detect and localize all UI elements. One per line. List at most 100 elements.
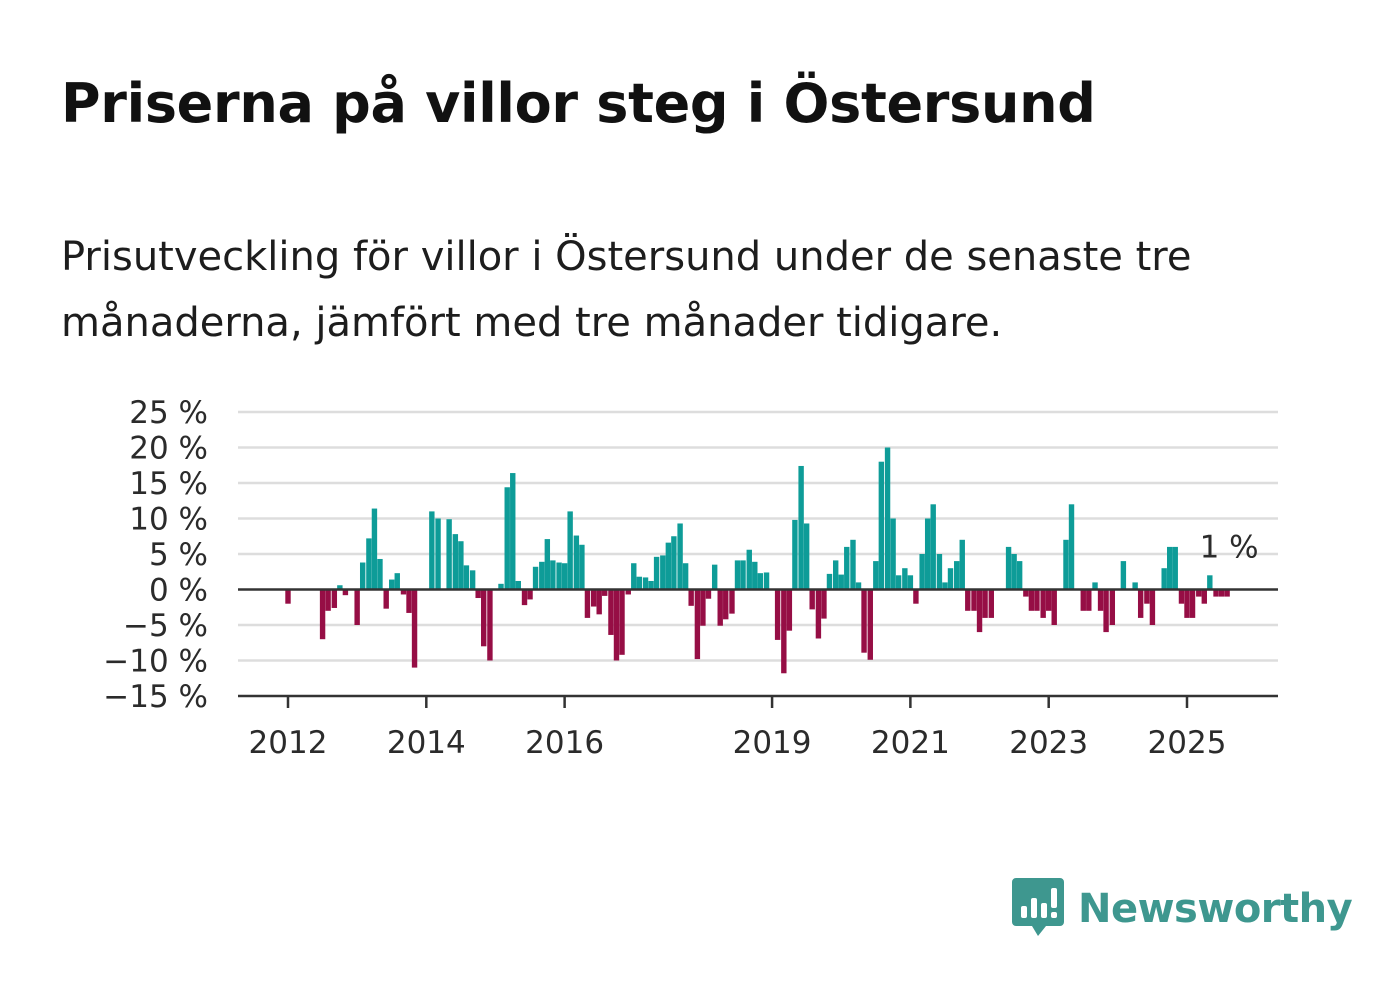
bar xyxy=(394,573,400,590)
bar xyxy=(740,560,746,590)
bar xyxy=(757,573,764,590)
bar xyxy=(602,589,608,596)
latest-value-annotation: 1 % xyxy=(1200,529,1259,565)
y-tick-label: −15 % xyxy=(103,679,208,715)
bar xyxy=(1051,589,1057,625)
bars xyxy=(285,447,1230,674)
y-tick-label: 5 % xyxy=(149,537,208,573)
y-tick-label: −10 % xyxy=(103,644,208,680)
chart-title: Priserna på villor steg i Östersund xyxy=(61,72,1096,135)
bar xyxy=(556,562,562,590)
bar xyxy=(1034,589,1040,611)
bar xyxy=(631,563,637,590)
bar xyxy=(1092,582,1098,590)
bar xyxy=(371,508,378,590)
bar xyxy=(319,589,326,640)
x-tick-label: 2016 xyxy=(525,725,604,761)
bar xyxy=(400,589,407,595)
bar xyxy=(1097,589,1104,611)
bar xyxy=(567,511,573,590)
bar xyxy=(844,546,850,590)
bar xyxy=(458,541,464,590)
bar xyxy=(838,574,844,590)
bar xyxy=(1149,589,1156,625)
bar xyxy=(688,589,694,606)
bar xyxy=(1103,589,1109,633)
bar xyxy=(809,589,815,610)
y-tick-label: 0 % xyxy=(149,573,208,609)
bar xyxy=(619,589,625,655)
chart-subtitle: Prisutveckling för villor i Östersund un… xyxy=(61,234,1192,346)
x-tick-label: 2019 xyxy=(733,725,812,761)
bar xyxy=(746,549,752,590)
bar xyxy=(354,589,360,625)
bar xyxy=(653,556,660,590)
bar xyxy=(878,461,885,590)
bar xyxy=(717,589,723,626)
x-tick-label: 2014 xyxy=(387,725,466,761)
y-tick-label: 20 % xyxy=(129,431,208,467)
x-tick-label: 2023 xyxy=(1009,725,1088,761)
bar xyxy=(1023,589,1029,597)
bar xyxy=(463,565,470,590)
bar xyxy=(786,589,793,631)
bar xyxy=(648,580,654,590)
bar xyxy=(671,536,677,590)
bar xyxy=(902,568,908,590)
bar xyxy=(971,589,977,611)
bar xyxy=(435,518,441,590)
bar xyxy=(792,519,798,590)
bar xyxy=(988,589,994,618)
y-tick-label: 25 % xyxy=(129,395,208,431)
bar xyxy=(1011,554,1017,590)
bar xyxy=(596,589,602,615)
tick-labels: 25 %20 %15 %10 %5 %0 %−5 %−10 %−15 % 2012… xyxy=(103,395,1258,761)
bar xyxy=(965,589,971,611)
bar xyxy=(532,566,539,590)
bar xyxy=(561,563,568,590)
bar xyxy=(487,589,493,661)
bar xyxy=(613,589,620,661)
newsworthy-logo[interactable]: Newsworthy xyxy=(1012,878,1353,940)
bar xyxy=(694,589,701,660)
bar xyxy=(1189,589,1196,618)
bar xyxy=(625,589,631,595)
bar xyxy=(584,589,591,618)
bar xyxy=(452,534,459,590)
bar xyxy=(729,589,735,614)
bar xyxy=(411,589,418,668)
bar xyxy=(665,542,672,590)
bar xyxy=(406,589,412,613)
bar xyxy=(337,585,343,590)
bar xyxy=(504,487,510,590)
x-tick-label: 2012 xyxy=(249,725,328,761)
bar xyxy=(1184,589,1190,618)
bar xyxy=(1167,546,1173,590)
bar xyxy=(1120,561,1127,590)
bar xyxy=(774,589,781,640)
bar xyxy=(1045,589,1052,611)
bar xyxy=(579,544,585,590)
bar xyxy=(1040,589,1046,618)
bar xyxy=(705,589,712,599)
bar xyxy=(947,568,954,590)
bar xyxy=(982,589,988,618)
bar xyxy=(1213,589,1219,597)
bar xyxy=(781,589,787,674)
bar xyxy=(907,575,914,590)
bar xyxy=(803,523,810,590)
bar xyxy=(734,560,741,590)
bar xyxy=(1005,546,1012,590)
x-tick-label: 2021 xyxy=(871,725,950,761)
x-tick-label: 2025 xyxy=(1148,725,1227,761)
bar xyxy=(1178,589,1185,604)
bar xyxy=(515,580,521,590)
bar xyxy=(1132,582,1138,590)
bar xyxy=(1224,589,1230,597)
bar xyxy=(919,554,925,590)
bar xyxy=(377,558,383,590)
bar xyxy=(677,523,683,590)
bar xyxy=(1137,589,1144,618)
y-tick-label: 15 % xyxy=(129,466,208,502)
bar xyxy=(573,535,580,590)
